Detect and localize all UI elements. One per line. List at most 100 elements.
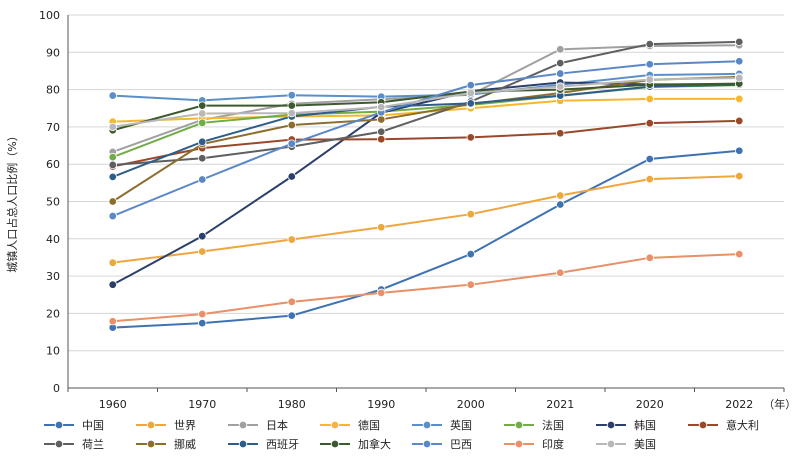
gridlines [67,14,785,392]
legend-item: 德国 [320,418,380,432]
series-line [112,72,740,102]
data-point [108,258,117,267]
x-tick-label: 1960 [99,398,127,411]
legend-swatch-marker [146,439,156,449]
y-tick-label: 80 [46,84,60,97]
data-point [645,75,654,84]
legend-label: 世界 [174,419,196,432]
legend-swatch-marker [54,439,64,449]
data-point [198,137,207,147]
series [108,146,744,332]
data-point [556,268,565,277]
data-point [377,223,386,232]
data-point [735,94,744,104]
data-point [108,211,117,221]
data-point [466,80,475,90]
data-point [287,120,296,130]
data-point [645,94,654,104]
series-line [112,82,740,132]
legend-label: 法国 [542,418,564,432]
data-point [377,102,386,112]
data-point [377,127,386,136]
series [108,37,744,170]
y-tick-label: 50 [46,196,60,209]
data-point [108,91,117,100]
series-line [112,60,740,217]
data-point [377,288,386,298]
data-point [198,175,207,184]
legend-label: 印度 [542,437,564,451]
data-point [198,309,207,319]
legend-swatch-marker [146,420,156,430]
legend-label: 德国 [358,418,380,432]
y-tick-label: 0 [53,382,60,395]
data-point [287,139,296,148]
data-point [466,133,475,142]
data-point [735,171,744,181]
legend-item: 英国 [412,418,472,432]
legend-item: 巴西 [412,438,472,451]
legend-item: 中国 [44,419,104,432]
legend-label: 巴西 [450,438,472,451]
x-tick-label: 2022 [725,398,753,411]
legend-item: 加拿大 [320,437,391,451]
data-point [287,101,296,110]
y-tick-labels: 0 10 20 30 40 50 60 70 80 90 100 [39,9,60,395]
legend-item: 挪威 [136,437,196,451]
legend-label: 韩国 [634,418,656,432]
series-group [108,37,744,332]
legend-swatch-marker [238,420,248,430]
series [108,171,744,267]
data-point [556,191,565,200]
legend-item: 意大利 [688,418,759,432]
x-tick-label: 2021 [546,398,574,411]
data-point [108,280,117,289]
x-tick-label: 1970 [188,398,216,411]
data-point [466,88,475,98]
data-point [735,37,744,47]
data-point [735,116,744,126]
y-axis-label: 城镇人口占总人口比例（%） [5,130,19,272]
data-point [108,152,117,162]
data-point [556,129,565,138]
data-point [645,118,654,128]
y-tick-label: 60 [46,158,60,171]
legend-label: 意大利 [726,418,759,432]
series-line [112,149,740,329]
series [108,57,744,221]
data-point [198,101,207,110]
legend-swatch-marker [238,439,248,449]
legend-swatch-marker [330,439,340,449]
series-line [112,81,740,286]
data-point [556,200,565,209]
data-point [287,90,296,100]
data-point [198,247,207,256]
legend-label: 荷兰 [82,438,104,451]
y-tick-label: 40 [46,233,60,246]
data-point [556,82,565,91]
legend-label: 西班牙 [266,438,299,451]
series-line [112,77,740,128]
y-tick-label: 30 [46,270,60,283]
legend-label: 美国 [634,438,656,451]
x-axis-unit: （年） [763,397,796,411]
data-point [735,146,744,155]
legend-swatch-marker [606,439,616,449]
y-tick-label: 10 [46,345,60,358]
series-line [112,253,740,323]
data-point [108,172,117,182]
data-point [466,249,475,259]
legend-swatch-marker [422,420,432,430]
data-point [556,58,565,68]
data-point [108,160,117,170]
legend-label: 英国 [450,418,472,432]
data-point [287,108,296,118]
legend-label: 中国 [82,419,104,432]
legend-swatch-marker [698,420,708,430]
data-point [735,57,744,66]
legend-item: 日本 [228,418,288,432]
legend-item: 西班牙 [228,438,299,451]
legend-item: 世界 [136,419,196,432]
x-tick-label: 1990 [367,398,395,411]
y-tick-label: 100 [39,9,60,22]
